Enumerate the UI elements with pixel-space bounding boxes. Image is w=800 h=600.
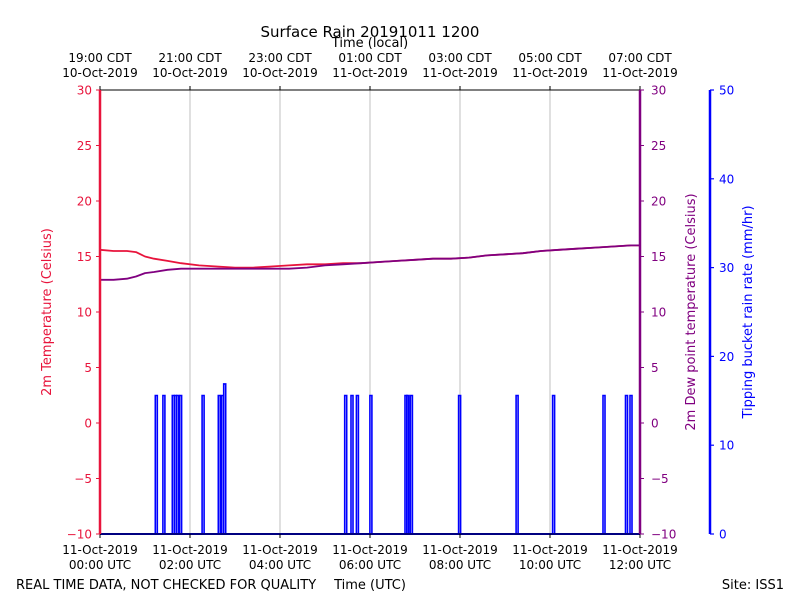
rain-spike	[515, 394, 519, 534]
rain-spike	[629, 394, 633, 534]
bottom-tick-date: 11-Oct-2019	[242, 543, 318, 557]
rain-spike	[409, 394, 414, 534]
dewpoint-tick-label: −5	[651, 472, 669, 486]
rain-spike	[602, 394, 606, 534]
bottom-tick-time: 00:00 UTC	[69, 558, 131, 572]
rain-axis-label: Tipping bucket rain rate (mm/hr)	[741, 205, 756, 419]
rain-spike	[457, 394, 462, 534]
rain-tick-label: 40	[719, 172, 734, 186]
top-tick-time: 19:00 CDT	[68, 51, 132, 65]
site-label: Site: ISS1	[722, 578, 784, 593]
bottom-tick-date: 11-Oct-2019	[602, 543, 678, 557]
top-tick-date: 11-Oct-2019	[602, 66, 678, 80]
temperature-tick-label: 10	[77, 306, 92, 320]
rain-tick-label: 30	[719, 261, 734, 275]
rain-tick-label: 50	[719, 84, 734, 98]
rain-spike	[343, 394, 348, 534]
bottom-tick-date: 11-Oct-2019	[62, 543, 138, 557]
dewpoint-tick-label: 0	[651, 417, 659, 431]
dewpoint-tick-label: 5	[651, 361, 659, 375]
top-tick-time: 07:00 CDT	[608, 51, 672, 65]
bottom-tick-time: 10:00 UTC	[519, 558, 581, 572]
bottom-tick-time: 02:00 UTC	[159, 558, 221, 572]
rain-spike	[355, 394, 360, 534]
temperature-tick-label: 15	[77, 250, 92, 264]
rain-spike	[405, 394, 410, 534]
dewpoint-axis-label: 2m Dew point temperature (Celsius)	[684, 193, 699, 430]
temperature-tick-label: 5	[84, 361, 92, 375]
top-tick-time: 03:00 CDT	[428, 51, 492, 65]
dewpoint-tick-label: 30	[651, 84, 666, 98]
bottom-tick-time: 08:00 UTC	[429, 558, 491, 572]
data-layer	[99, 244, 640, 535]
dewpoint-line	[100, 244, 640, 281]
top-tick-date: 11-Oct-2019	[512, 66, 588, 80]
rain-spike	[178, 394, 183, 534]
dewpoint-tick-label: 20	[651, 195, 666, 209]
temperature-tick-label: 25	[77, 139, 92, 153]
top-tick-date: 10-Oct-2019	[242, 66, 318, 80]
dewpoint-tick-label: 10	[651, 306, 666, 320]
bottom-tick-date: 11-Oct-2019	[422, 543, 498, 557]
temperature-axis-label: 2m Temperature (Celsius)	[40, 228, 55, 396]
bottom-tick-time: 12:00 UTC	[609, 558, 671, 572]
rain-spike	[551, 394, 556, 534]
temperature-tick-label: −10	[67, 528, 92, 542]
temperature-tick-label: 20	[77, 195, 92, 209]
bottom-tick-date: 11-Oct-2019	[512, 543, 588, 557]
top-tick-date: 11-Oct-2019	[422, 66, 498, 80]
dewpoint-tick-label: 25	[651, 139, 666, 153]
top-tick-date: 10-Oct-2019	[152, 66, 228, 80]
rain-tick-label: 10	[719, 439, 734, 453]
rain-tick-label: 0	[719, 528, 727, 542]
bottom-tick-date: 11-Oct-2019	[152, 543, 228, 557]
quality-disclaimer: REAL TIME DATA, NOT CHECKED FOR QUALITY	[16, 578, 316, 593]
rain-spike	[176, 394, 180, 534]
bottom-tick-time: 06:00 UTC	[339, 558, 401, 572]
rain-spike	[350, 394, 354, 534]
top-tick-time: 21:00 CDT	[158, 51, 222, 65]
top-tick-date: 10-Oct-2019	[62, 66, 138, 80]
rain-spike	[162, 394, 166, 534]
dewpoint-tick-label: 15	[651, 250, 666, 264]
top-tick-time: 01:00 CDT	[338, 51, 402, 65]
dewpoint-tick-label: −10	[651, 528, 676, 542]
rain-spike	[154, 394, 159, 534]
temperature-tick-label: 0	[84, 417, 92, 431]
rain-spike	[217, 394, 222, 534]
rain-spike	[201, 394, 205, 534]
temperature-tick-label: 30	[77, 84, 92, 98]
top-axis-label: Time (local)	[331, 36, 408, 51]
bottom-axis-label: Time (UTC)	[333, 578, 406, 593]
top-tick-date: 11-Oct-2019	[332, 66, 408, 80]
rain-spike	[222, 383, 227, 534]
bottom-tick-time: 04:00 UTC	[249, 558, 311, 572]
bottom-tick-date: 11-Oct-2019	[332, 543, 408, 557]
top-tick-time: 05:00 CDT	[518, 51, 582, 65]
chart-title: Surface Rain 20191011 1200	[261, 23, 480, 41]
top-tick-time: 23:00 CDT	[248, 51, 312, 65]
temperature-tick-label: −5	[74, 472, 92, 486]
rain-tick-label: 20	[719, 350, 734, 364]
rain-spike	[369, 394, 373, 534]
rain-spike	[624, 394, 629, 534]
